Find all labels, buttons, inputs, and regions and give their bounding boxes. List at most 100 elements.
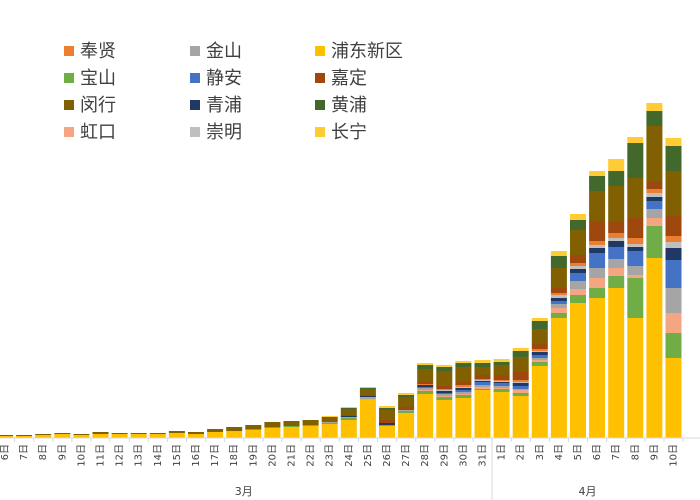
bar-segment xyxy=(436,391,453,393)
bar-segment xyxy=(627,238,644,244)
bar-segment xyxy=(340,420,357,438)
bar-segment xyxy=(340,409,357,415)
bar-segment xyxy=(417,363,434,365)
bar-segment xyxy=(474,379,491,380)
bar-segment xyxy=(531,318,548,321)
bar-segment xyxy=(570,230,586,255)
bar-segment xyxy=(340,418,357,420)
bar-segment xyxy=(608,186,625,221)
bar-segment xyxy=(608,241,625,247)
bar-segment xyxy=(608,259,625,268)
bar-segment xyxy=(455,394,472,395)
bar-segment xyxy=(436,371,453,386)
bar-segment xyxy=(665,288,682,313)
bar-segment xyxy=(589,288,606,298)
x-tick-label: 10日 xyxy=(669,444,680,467)
bar-segment xyxy=(665,260,682,288)
bar-segment xyxy=(436,400,453,438)
bar-segment xyxy=(627,178,644,218)
bar-segment xyxy=(321,416,338,417)
bar-segment xyxy=(417,384,434,385)
bar-segment xyxy=(455,382,472,385)
bar-segment xyxy=(455,387,472,388)
bar-segment xyxy=(398,393,415,395)
bar-segment xyxy=(493,359,510,362)
bar-segment xyxy=(226,427,243,431)
bar-segment xyxy=(283,421,300,426)
bar-segment xyxy=(589,176,606,191)
bar-segment xyxy=(0,436,13,438)
bar-segment xyxy=(398,407,415,410)
x-tick-label: 26日 xyxy=(382,444,393,467)
legend-label: 奉贤 xyxy=(80,41,116,62)
bar-segment xyxy=(589,245,606,248)
bar-segment xyxy=(550,318,567,438)
bar-segment xyxy=(531,351,548,352)
bar-segment xyxy=(474,367,491,375)
bar-segment xyxy=(646,126,663,181)
bar-segment xyxy=(646,226,663,258)
bar-segment xyxy=(436,396,453,397)
x-tick-label: 8日 xyxy=(38,444,49,460)
x-tick-label: 21日 xyxy=(287,444,298,467)
bar-segment xyxy=(512,348,529,351)
bar-segment xyxy=(436,367,453,371)
bar-segment xyxy=(455,390,472,392)
bar-segment xyxy=(570,289,586,295)
bar-segment xyxy=(493,386,510,388)
bar-segment xyxy=(398,410,415,411)
bar-segment xyxy=(570,269,586,273)
bar-segment xyxy=(646,201,663,209)
bar-segment xyxy=(531,329,548,344)
bar-segment xyxy=(646,181,663,189)
bar-segment xyxy=(264,422,281,427)
bar-segment xyxy=(570,214,586,220)
x-tick-label: 9日 xyxy=(57,444,68,460)
bar-segment xyxy=(589,248,606,253)
bar-segment xyxy=(455,361,472,363)
legend-label: 虹口 xyxy=(80,122,116,143)
legend-label: 静安 xyxy=(206,68,242,89)
bar-segment xyxy=(417,394,434,438)
bar-segment xyxy=(455,363,472,367)
legend-swatch xyxy=(190,73,200,83)
x-tick-label: 25日 xyxy=(363,444,374,467)
bar-segment xyxy=(379,408,395,410)
bar-segment xyxy=(130,434,147,438)
bar-segment xyxy=(207,432,224,438)
legend-swatch xyxy=(64,46,74,56)
bar-segment xyxy=(627,247,644,251)
bar-segment xyxy=(493,365,510,375)
bar-segment xyxy=(417,381,434,384)
bar-segment xyxy=(398,395,415,397)
bar-segment xyxy=(359,389,376,395)
bar-segment xyxy=(417,369,434,381)
bar-segment xyxy=(321,424,338,438)
bar-segment xyxy=(550,301,567,304)
bar-segment xyxy=(665,138,682,146)
bar-segment xyxy=(493,383,510,386)
bar-segment xyxy=(92,432,109,434)
bar-segment xyxy=(512,389,529,390)
bar-segment xyxy=(16,436,33,438)
legend-swatch xyxy=(315,100,325,110)
x-tick-label: 18日 xyxy=(229,444,240,467)
legend-label: 宝山 xyxy=(80,68,116,89)
bar-segment xyxy=(359,399,376,400)
x-tick-label: 7日 xyxy=(19,444,30,460)
bar-segment xyxy=(455,388,472,390)
bar-segment xyxy=(340,408,357,409)
bar-segment xyxy=(665,242,682,248)
bar-segment xyxy=(512,386,529,389)
x-tick-label: 20日 xyxy=(267,444,278,467)
legend-swatch xyxy=(190,100,200,110)
bar-segment xyxy=(130,433,147,434)
x-tick-label: 31日 xyxy=(478,444,489,467)
bar-segment xyxy=(608,171,625,186)
bar-segment xyxy=(665,248,682,260)
bar-segment xyxy=(379,420,395,423)
month-label: 3月 xyxy=(235,485,253,498)
bar-segment xyxy=(531,360,548,362)
legend-label: 金山 xyxy=(206,41,242,62)
